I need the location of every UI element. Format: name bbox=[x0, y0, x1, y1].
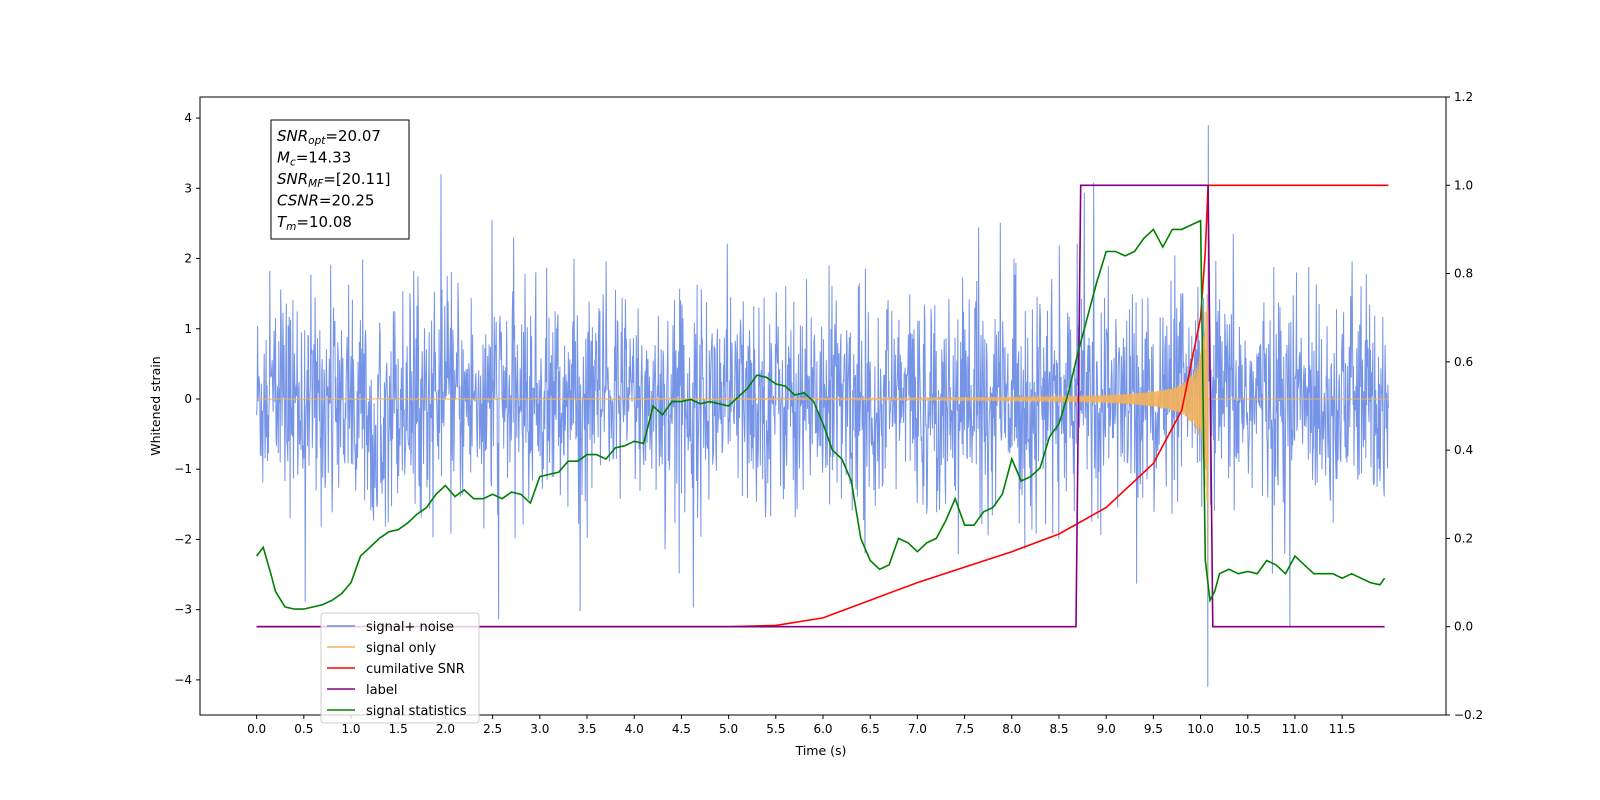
y-tick-label: −1 bbox=[174, 462, 192, 476]
x-tick-label: 8.5 bbox=[1049, 722, 1068, 736]
y2-tick-label: 1.0 bbox=[1454, 178, 1473, 192]
y-axis-label: Whitened strain bbox=[148, 356, 163, 455]
annotation-line: CSNR=20.25 bbox=[277, 192, 374, 210]
x-tick-label: 4.0 bbox=[625, 722, 644, 736]
x-tick-label: 10.5 bbox=[1234, 722, 1261, 736]
signal-only-line bbox=[256, 294, 1389, 594]
y2-tick-label: 0.4 bbox=[1454, 443, 1473, 457]
y-tick-label: 2 bbox=[184, 252, 192, 266]
y-tick-label: 0 bbox=[184, 392, 192, 406]
x-tick-label: 6.5 bbox=[861, 722, 880, 736]
y-tick-label: 4 bbox=[184, 111, 192, 125]
x-tick-label: 7.0 bbox=[908, 722, 927, 736]
y-axis-left: 4 3 2 1 0 −1 −2 −3 −4 bbox=[174, 111, 200, 687]
y-tick-label: −3 bbox=[174, 603, 192, 617]
legend-label: signal+ noise bbox=[366, 620, 454, 635]
x-tick-label: 0.0 bbox=[247, 722, 266, 736]
annotation-line: Tm=10.08 bbox=[277, 213, 352, 233]
x-tick-label: 9.5 bbox=[1144, 722, 1163, 736]
y2-tick-label: −0.2 bbox=[1454, 708, 1483, 722]
annotation-frame bbox=[270, 119, 410, 240]
signal-statistics-line bbox=[255, 219, 1386, 610]
label-line bbox=[256, 184, 1385, 628]
y2-tick-label: 0.2 bbox=[1454, 531, 1473, 545]
x-tick-label: 5.5 bbox=[766, 722, 785, 736]
series-signal-statistics bbox=[255, 219, 1386, 610]
annotation-line: Mc=14.33 bbox=[277, 149, 351, 169]
x-tick-label: 7.5 bbox=[955, 722, 974, 736]
y-tick-label: 3 bbox=[184, 181, 192, 195]
x-tick-label: 8.0 bbox=[1002, 722, 1021, 736]
cumulative-snr-line bbox=[256, 184, 1389, 628]
x-tick-label: 0.5 bbox=[294, 722, 313, 736]
y-tick-label: −4 bbox=[174, 673, 192, 687]
x-tick-label: 6.0 bbox=[813, 722, 832, 736]
x-tick-label: 5.0 bbox=[719, 722, 738, 736]
x-axis-label: Time (s) bbox=[795, 743, 847, 758]
x-tick-label: 9.0 bbox=[1097, 722, 1116, 736]
x-tick-label: 2.0 bbox=[436, 722, 455, 736]
legend-label: signal only bbox=[366, 641, 436, 656]
x-tick-label: 10.0 bbox=[1187, 722, 1214, 736]
legend: signal+ noise signal only cumilative SNR la… bbox=[320, 612, 480, 724]
x-tick-label: 3.5 bbox=[577, 722, 596, 736]
x-axis: 0.0 0.5 1.0 1.5 2.0 2.5 3.0 3.5 4.0 4.5 5.0 5.5 6.0 6… bbox=[247, 715, 1356, 736]
x-tick-label: 11.5 bbox=[1329, 722, 1356, 736]
annotation-line: SNRMF=[20.11] bbox=[277, 170, 391, 190]
legend-frame bbox=[320, 612, 480, 724]
y-axis-right: 1.2 1.0 0.8 0.6 0.4 0.2 0.0 −0.2 bbox=[1446, 90, 1483, 722]
legend-label: cumilative SNR bbox=[366, 662, 465, 677]
series-label bbox=[256, 184, 1385, 628]
y-tick-label: 1 bbox=[184, 322, 192, 336]
legend-label: signal statistics bbox=[366, 704, 467, 719]
x-tick-label: 11.0 bbox=[1282, 722, 1309, 736]
y2-tick-label: 0.6 bbox=[1454, 355, 1473, 369]
series-signal-noise bbox=[256, 125, 1389, 687]
x-tick-label: 3.0 bbox=[530, 722, 549, 736]
series-cumulative-snr bbox=[256, 184, 1389, 628]
y-tick-label: −2 bbox=[174, 532, 192, 546]
legend-label: label bbox=[366, 683, 397, 698]
x-tick-label: 1.5 bbox=[389, 722, 408, 736]
x-tick-label: 2.5 bbox=[483, 722, 502, 736]
x-tick-label: 4.5 bbox=[672, 722, 691, 736]
y2-tick-label: 1.2 bbox=[1454, 90, 1473, 104]
y2-tick-label: 0.8 bbox=[1454, 267, 1473, 281]
annotation-line: SNRopt=20.07 bbox=[277, 127, 381, 147]
x-tick-label: 1.0 bbox=[341, 722, 360, 736]
y2-tick-label: 0.0 bbox=[1454, 620, 1473, 634]
series-signal-only bbox=[256, 294, 1389, 594]
signal-noise-line bbox=[256, 125, 1389, 687]
